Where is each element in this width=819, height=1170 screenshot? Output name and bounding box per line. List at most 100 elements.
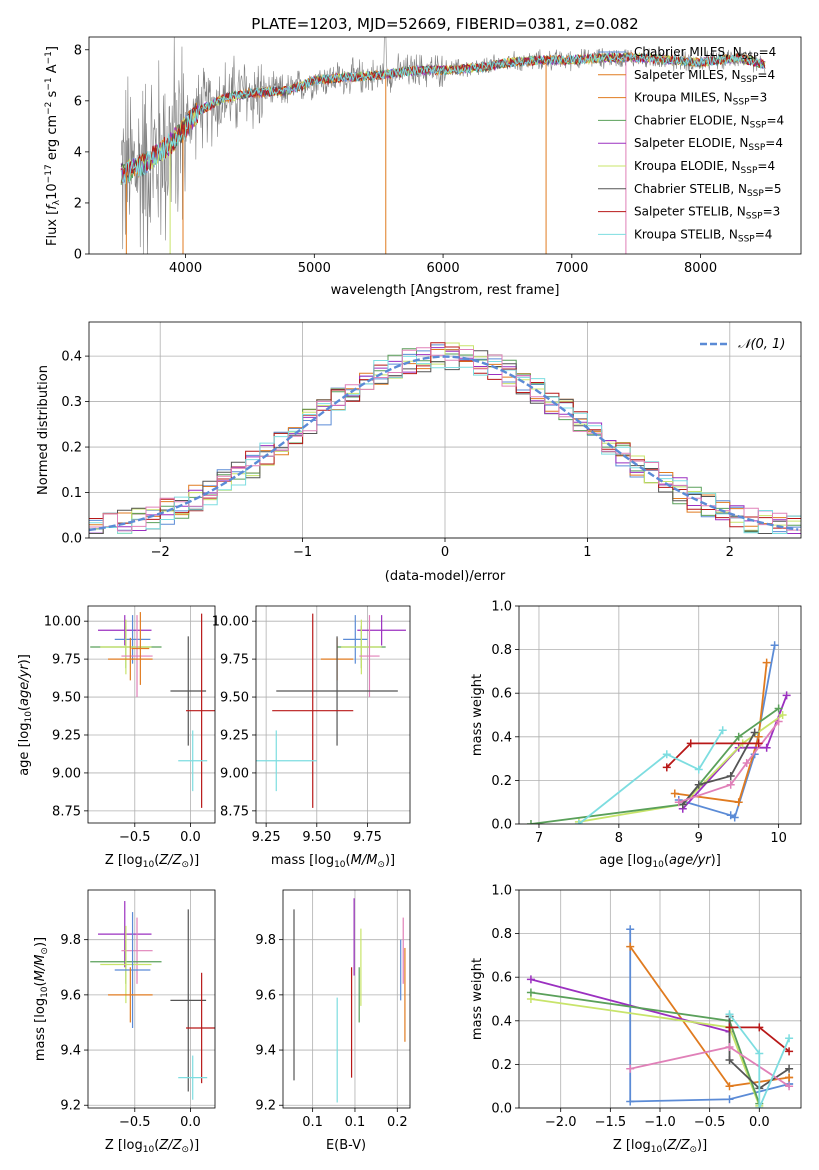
label-part: Flux [ (45, 210, 60, 246)
x-tick-label: −0.5 (119, 830, 151, 845)
label-part: SSP (747, 189, 764, 199)
label-part: Z [log (105, 1138, 143, 1153)
y-tick-label: 9.6 (60, 988, 81, 1003)
label-part: =4 (765, 136, 783, 150)
y-tick-label: 0.6 (491, 687, 512, 702)
weight-marker (670, 789, 679, 798)
label-part: ( (154, 1138, 159, 1153)
y-axis-label: mass [log10(M/M⊙)] (33, 937, 50, 1061)
label-part: =3 (750, 91, 768, 105)
residual-histogram (89, 355, 801, 534)
label-part: )] (189, 853, 199, 868)
x-tick-label: 0.2 (387, 1115, 408, 1130)
label-part: Kroupa ELODIE, N (634, 159, 741, 173)
axes-residuals: −2 −1 0 1 2 0.0 0.1 0.2 0.3 0.4 𝒩(0, 1) (data-model… (36, 321, 802, 584)
y-tick-label: 0.3 (61, 395, 82, 410)
label-part: Chabrier MILES, N (634, 45, 742, 59)
weight-marker (725, 1042, 734, 1051)
label-part: erg cm (45, 115, 60, 164)
weight-marker (694, 765, 703, 774)
axes-frame (282, 889, 411, 1109)
axes-frame (87, 605, 216, 824)
y-tick-label: 0.0 (491, 1102, 512, 1117)
label-part: 10 (40, 986, 50, 998)
weight-marker (785, 1034, 794, 1043)
y-tick-label: 2 (74, 196, 82, 211)
x-tick-label: 6000 (427, 261, 460, 276)
y-tick-label: 6 (74, 94, 82, 109)
label-part: =4 (757, 68, 775, 82)
weight-marker (755, 1104, 764, 1108)
label-part: Z [log (613, 1138, 651, 1153)
residual-histogram (89, 342, 801, 534)
weight-marker (626, 942, 635, 951)
y-axis-label: mass weight (470, 958, 485, 1040)
x-tick-label: 0.1 (302, 1115, 323, 1130)
y-axis-label: age [log10(age/yr)] (17, 654, 34, 776)
weight-marker (770, 641, 779, 650)
label-part: 10 (143, 860, 155, 870)
weight-marker (755, 1023, 764, 1032)
weight-marker (526, 988, 535, 997)
label-part: ⊙ (689, 1145, 697, 1155)
label-part: Z [log (105, 853, 143, 868)
y-tick-label: 9.00 (52, 766, 81, 781)
y-tick-label: 9.2 (255, 1099, 276, 1114)
x-tick-label: 9.75 (353, 830, 382, 845)
x-tick-label: 1 (583, 545, 591, 560)
weight-series (678, 720, 780, 804)
y-tick-label: 9.75 (220, 653, 249, 668)
y-tick-label: 9.00 (220, 766, 249, 781)
label-part: M/M (33, 955, 48, 982)
axes-spectrum: 4000 5000 6000 7000 8000 0 2 4 6 8 Chabrier MILES,… (44, 36, 802, 298)
weight-marker (762, 743, 771, 752)
weight-marker (626, 925, 635, 934)
label-part: ( (346, 853, 351, 868)
label-part: Salpeter MILES, N (634, 68, 741, 82)
label-part: 10 (651, 1145, 663, 1155)
label-part: SSP (748, 143, 765, 153)
axes-mass_vs_ebv: 0.1 0.1 0.2 9.2 9.4 9.6 9.8 E(B-V) (255, 889, 411, 1153)
legend-entry: Kroupa ELODIE, NSSP=4 (634, 159, 775, 176)
weight-marker (774, 704, 783, 713)
y-tick-label: 9.4 (255, 1044, 276, 1059)
legend-entry: 𝒩(0, 1) (738, 337, 785, 352)
label-part: ( (17, 706, 32, 711)
weight-marker (762, 658, 771, 667)
label-part: mass [log (33, 998, 48, 1061)
weight-marker (694, 780, 703, 789)
x-axis-label: Z [log10(Z/Z⊙)] (613, 1138, 707, 1155)
y-tick-label: 0.4 (61, 350, 82, 365)
y-tick-label: 0 (74, 248, 82, 263)
figure-title: PLATE=1203, MJD=52669, FIBERID=0381, z=0… (251, 15, 638, 33)
label-part: SSP (738, 234, 755, 244)
plot-area (256, 613, 406, 808)
label-part: ⊙ (377, 860, 385, 870)
label-part: )] (189, 1138, 199, 1153)
y-tick-label: 8.75 (220, 804, 249, 819)
y-tick-label: 0.2 (61, 441, 82, 456)
weight-marker (574, 820, 583, 824)
axes-frame (88, 321, 802, 539)
label-part: Z/Z (666, 1138, 690, 1153)
label-part: Chabrier STELIB, N (634, 182, 747, 196)
label-part: =4 (759, 45, 777, 59)
label-part: )] (33, 937, 48, 947)
x-tick-label: 7000 (555, 261, 588, 276)
label-part: s (45, 90, 60, 101)
plot-area (90, 901, 215, 1100)
label-part: =4 (755, 227, 773, 241)
weight-marker (718, 726, 727, 735)
axes-age_vs_mass: 9.25 9.50 9.75 8.75 9.00 9.25 9.50 9.75 10.00 mas… (212, 605, 411, 870)
x-tick-label: 0.0 (180, 1115, 201, 1130)
y-tick-label: 9.8 (60, 933, 81, 948)
x-axis-label: mass [log10(M/M⊙)] (271, 853, 395, 870)
y-tick-label: 8.75 (52, 804, 81, 819)
x-tick-label: 0.0 (180, 830, 201, 845)
label-part: Z/Z (158, 853, 182, 868)
weight-marker (785, 1064, 794, 1073)
label-part: ⊙ (181, 860, 189, 870)
label-part: A (45, 64, 60, 77)
